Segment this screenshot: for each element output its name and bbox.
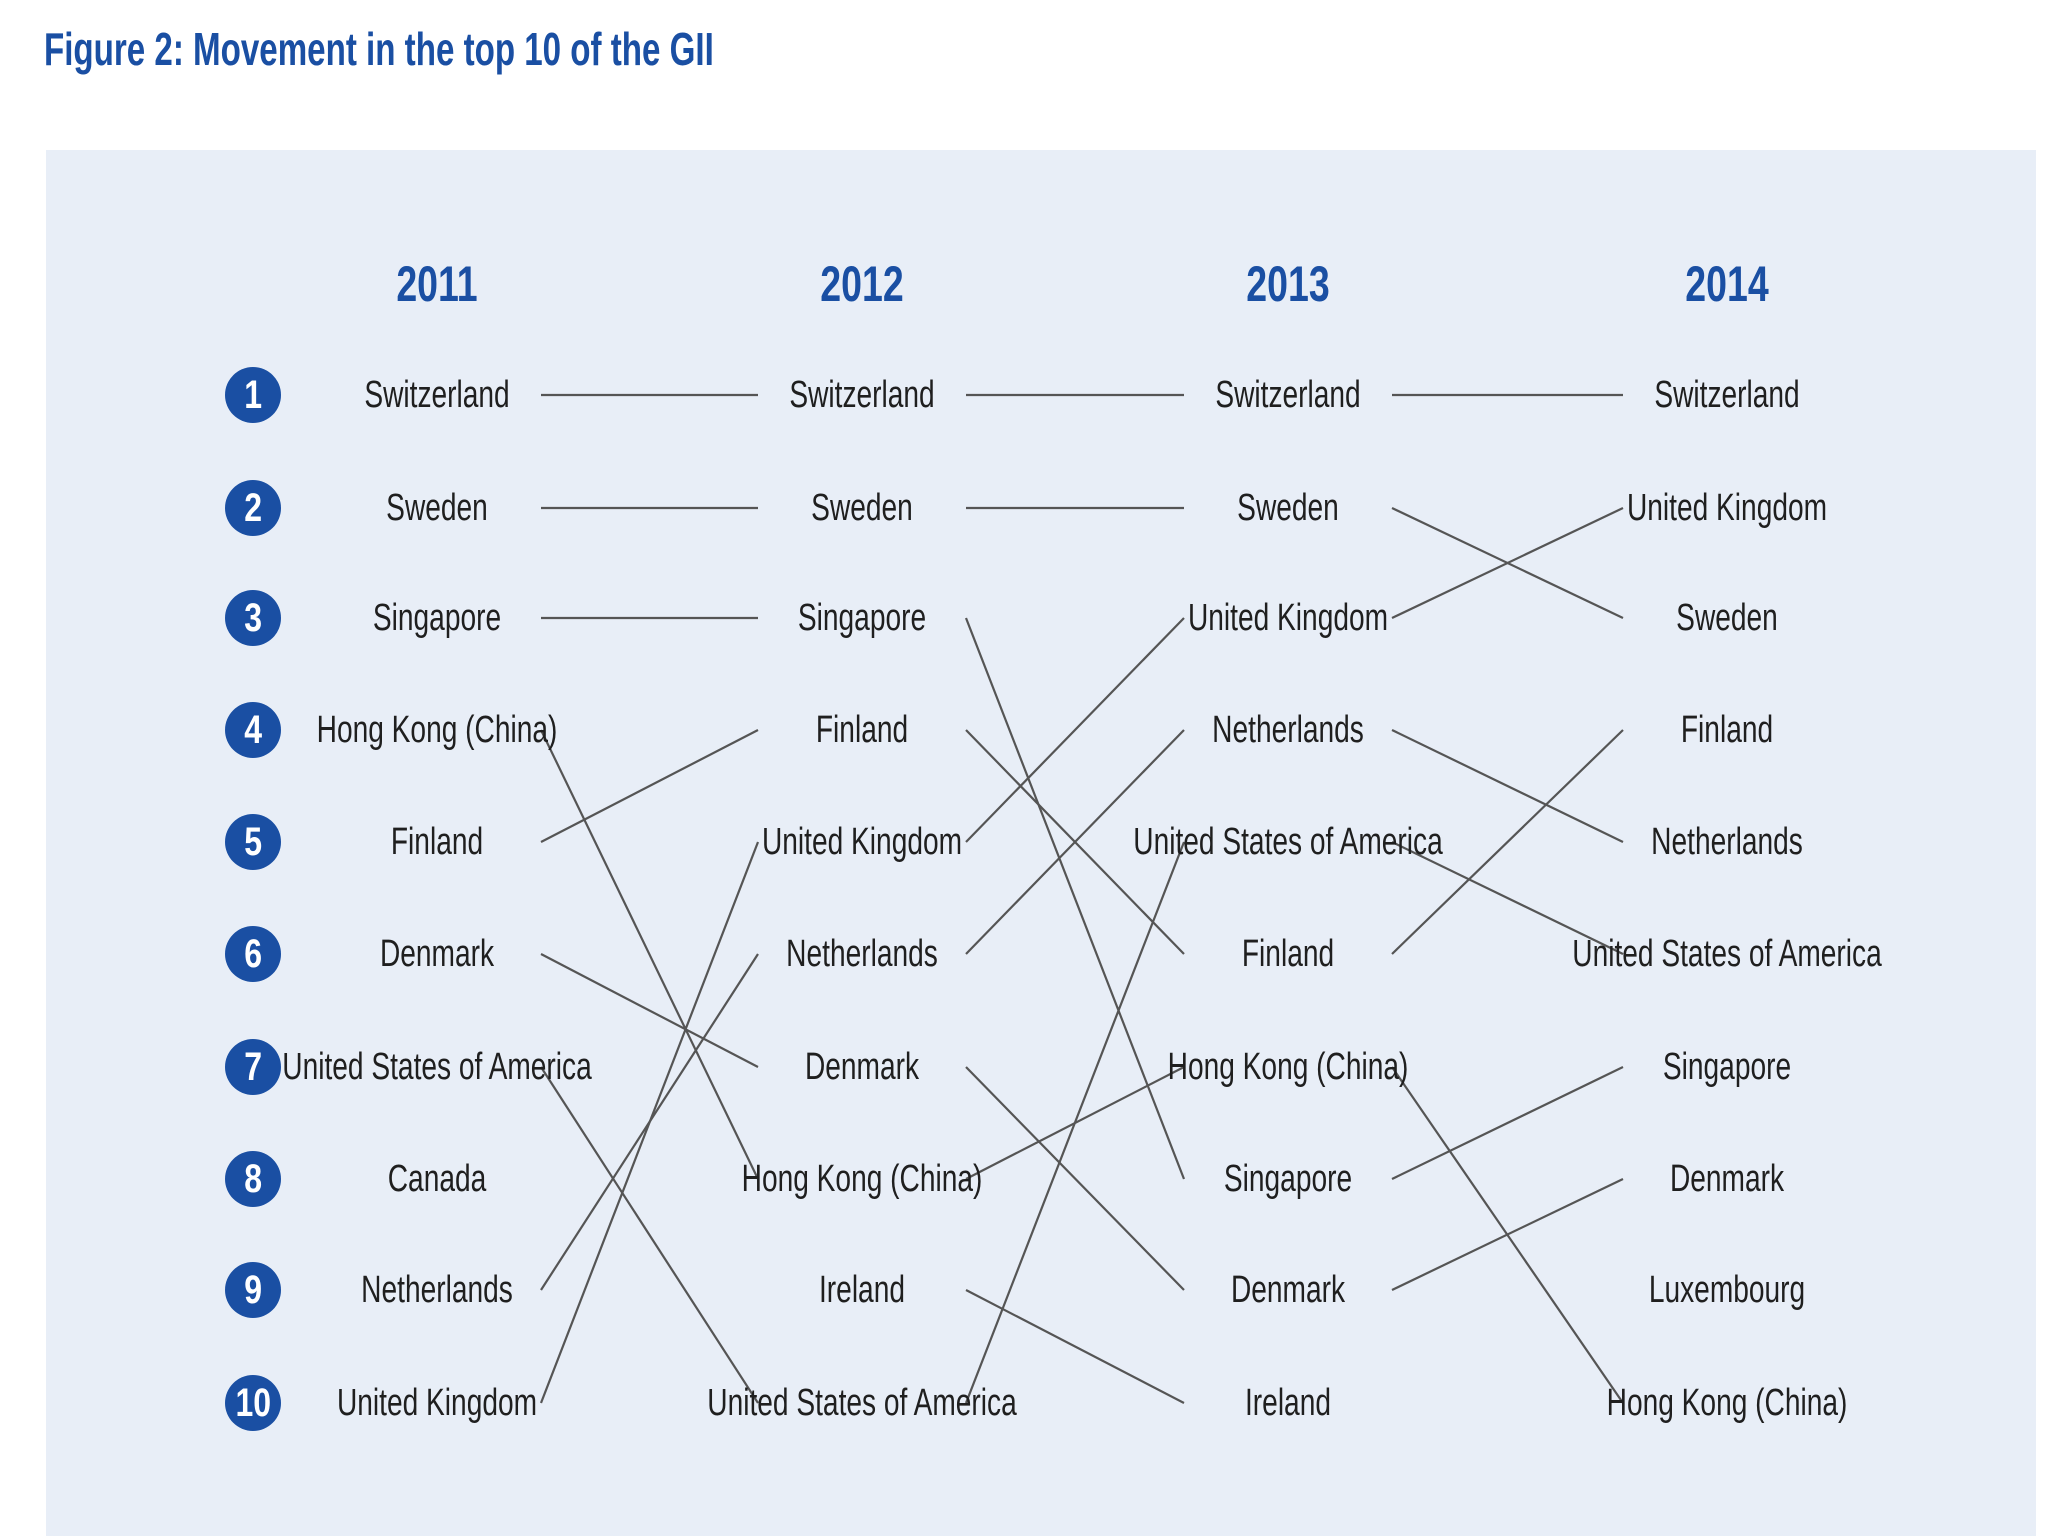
rank-badge-5: 5	[225, 814, 281, 870]
country-label: United States of America	[1572, 933, 1882, 975]
country-label: Finland	[1680, 709, 1774, 751]
country-label: United States of America	[707, 1382, 1017, 1424]
year-header-2011: 2011	[396, 256, 478, 312]
movement-line	[1391, 841, 1624, 955]
country-label: Hong Kong (China)	[741, 1158, 983, 1200]
country-label: Singapore	[1223, 1158, 1353, 1200]
movement-line	[1391, 1178, 1624, 1291]
country-label: Hong Kong (China)	[1606, 1382, 1848, 1424]
country-label: Ireland	[818, 1269, 905, 1311]
country-label: United Kingdom	[1626, 487, 1828, 529]
country-label: United Kingdom	[761, 821, 963, 863]
country-label: United Kingdom	[1187, 597, 1389, 639]
country-label: Denmark	[804, 1046, 920, 1088]
country-label: Netherlands	[786, 933, 938, 975]
country-label: Ireland	[1244, 1382, 1331, 1424]
movement-line	[540, 1066, 759, 1404]
country-label: Finland	[1241, 933, 1335, 975]
country-label: Finland	[390, 821, 484, 863]
rank-badge-10: 10	[225, 1375, 281, 1431]
movement-line	[540, 953, 759, 1068]
movement-line	[965, 1066, 1185, 1291]
country-label: Switzerland	[1215, 374, 1361, 416]
year-header-2014: 2014	[1685, 256, 1769, 312]
country-label: Finland	[815, 709, 909, 751]
movement-line	[965, 729, 1185, 955]
country-label: Singapore	[797, 597, 927, 639]
year-header-2012: 2012	[820, 256, 904, 312]
movement-line	[1391, 1066, 1624, 1180]
movement-line	[1391, 729, 1624, 843]
country-label: Hong Kong (China)	[316, 709, 558, 751]
rank-badge-9: 9	[225, 1262, 281, 1318]
rank-badge-2: 2	[225, 480, 281, 536]
country-label: Netherlands	[1651, 821, 1803, 863]
country-label: Sweden	[386, 487, 488, 529]
rank-badge-7: 7	[225, 1039, 281, 1095]
country-label: Denmark	[379, 933, 495, 975]
country-label: Canada	[387, 1158, 487, 1200]
movement-line	[540, 729, 759, 843]
rank-badge-6: 6	[225, 926, 281, 982]
diagram-panel	[46, 150, 2036, 1536]
country-label: Sweden	[811, 487, 913, 529]
country-label: Denmark	[1230, 1269, 1346, 1311]
country-label: Switzerland	[364, 374, 510, 416]
movement-line	[1391, 507, 1624, 619]
country-label: United States of America	[282, 1046, 592, 1088]
country-label: Denmark	[1669, 1158, 1785, 1200]
movement-line	[1391, 729, 1624, 955]
country-label: Netherlands	[361, 1269, 513, 1311]
movement-line	[964, 617, 1186, 1180]
country-label: Sweden	[1237, 487, 1339, 529]
movement-line	[539, 841, 760, 1404]
country-label: Switzerland	[789, 374, 935, 416]
country-label: United States of America	[1133, 821, 1443, 863]
year-header-2013: 2013	[1246, 256, 1330, 312]
rank-badge-3: 3	[225, 590, 281, 646]
figure-title: Figure 2: Movement in the top 10 of the …	[44, 23, 714, 75]
rank-badge-1: 1	[225, 367, 281, 423]
rank-badge-4: 4	[225, 702, 281, 758]
country-label: Switzerland	[1654, 374, 1800, 416]
rank-badge-8: 8	[225, 1151, 281, 1207]
movement-line	[964, 841, 1186, 1404]
country-label: United Kingdom	[336, 1382, 538, 1424]
country-label: Hong Kong (China)	[1167, 1046, 1409, 1088]
country-label: Luxembourg	[1648, 1269, 1806, 1311]
movement-line	[540, 729, 759, 1180]
country-label: Singapore	[372, 597, 502, 639]
country-label: Netherlands	[1212, 709, 1364, 751]
country-label: Sweden	[1676, 597, 1778, 639]
movement-line	[965, 617, 1185, 843]
country-label: Singapore	[1662, 1046, 1792, 1088]
